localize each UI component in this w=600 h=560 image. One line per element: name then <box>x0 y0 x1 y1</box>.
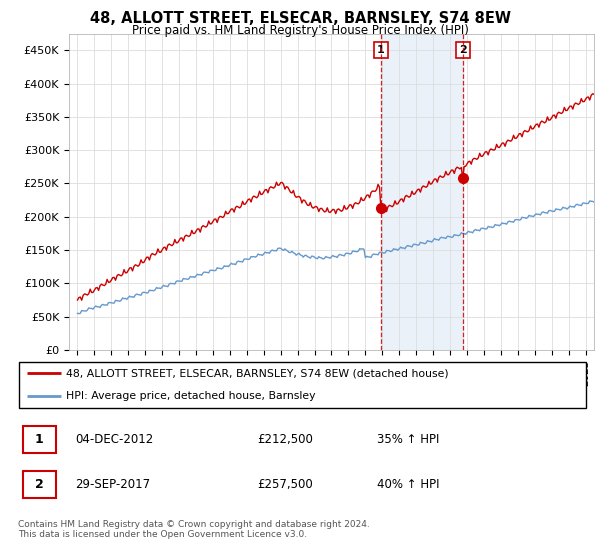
Text: £212,500: £212,500 <box>257 433 313 446</box>
Text: 2: 2 <box>35 478 43 491</box>
Text: Contains HM Land Registry data © Crown copyright and database right 2024.
This d: Contains HM Land Registry data © Crown c… <box>18 520 370 539</box>
Text: 04-DEC-2012: 04-DEC-2012 <box>75 433 153 446</box>
Text: 35% ↑ HPI: 35% ↑ HPI <box>377 433 439 446</box>
Text: 1: 1 <box>35 433 43 446</box>
Text: 40% ↑ HPI: 40% ↑ HPI <box>377 478 440 491</box>
Text: 48, ALLOTT STREET, ELSECAR, BARNSLEY, S74 8EW (detached house): 48, ALLOTT STREET, ELSECAR, BARNSLEY, S7… <box>67 368 449 378</box>
Text: 1: 1 <box>377 45 385 55</box>
Text: 48, ALLOTT STREET, ELSECAR, BARNSLEY, S74 8EW: 48, ALLOTT STREET, ELSECAR, BARNSLEY, S7… <box>89 11 511 26</box>
FancyBboxPatch shape <box>23 426 56 453</box>
Text: Price paid vs. HM Land Registry's House Price Index (HPI): Price paid vs. HM Land Registry's House … <box>131 24 469 37</box>
FancyBboxPatch shape <box>19 362 586 408</box>
FancyBboxPatch shape <box>23 471 56 498</box>
Text: £257,500: £257,500 <box>257 478 313 491</box>
Text: 29-SEP-2017: 29-SEP-2017 <box>75 478 150 491</box>
Text: 2: 2 <box>459 45 467 55</box>
Text: HPI: Average price, detached house, Barnsley: HPI: Average price, detached house, Barn… <box>67 391 316 402</box>
Bar <box>381 34 463 350</box>
